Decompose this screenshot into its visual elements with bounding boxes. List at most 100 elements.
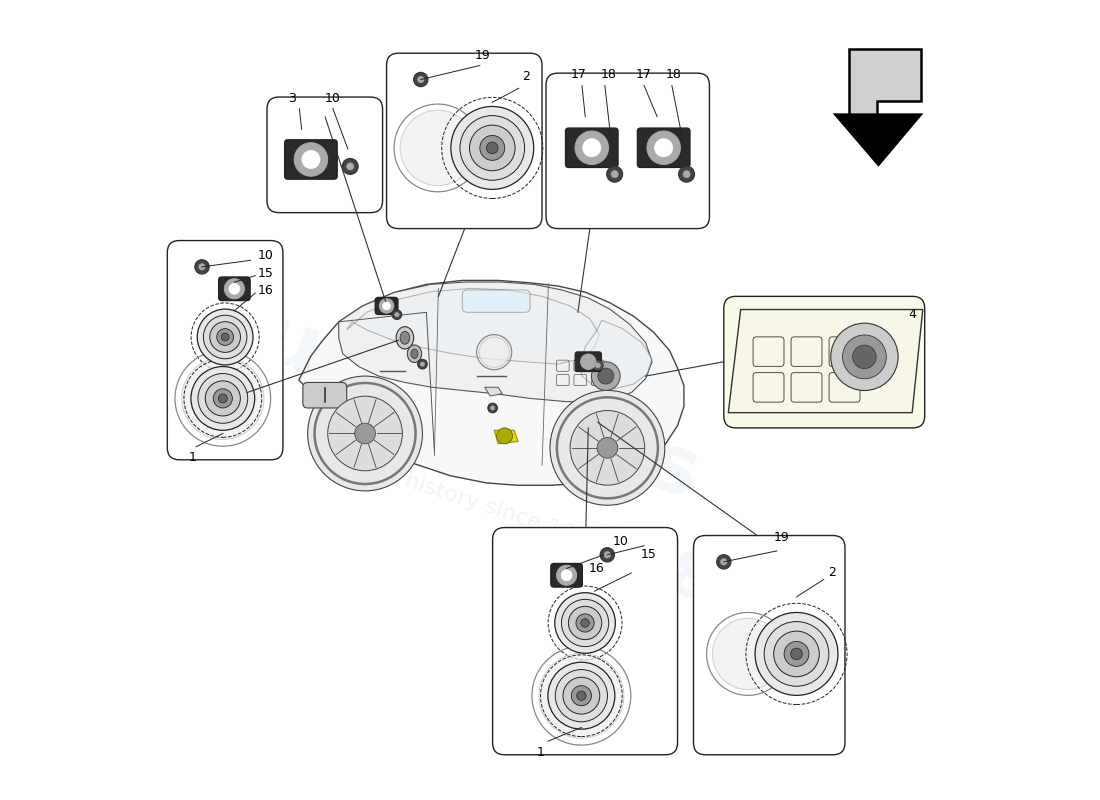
Polygon shape — [581, 320, 652, 389]
Circle shape — [683, 170, 690, 178]
Ellipse shape — [396, 326, 414, 349]
Text: 16: 16 — [257, 285, 273, 298]
FancyBboxPatch shape — [637, 128, 690, 167]
Circle shape — [713, 618, 783, 690]
Polygon shape — [339, 282, 652, 402]
Circle shape — [550, 390, 664, 506]
Circle shape — [206, 381, 241, 416]
FancyBboxPatch shape — [493, 527, 678, 754]
Circle shape — [328, 396, 403, 470]
Ellipse shape — [400, 331, 409, 344]
FancyBboxPatch shape — [267, 97, 383, 213]
Circle shape — [607, 166, 623, 182]
Circle shape — [843, 335, 887, 378]
Text: 3: 3 — [288, 92, 296, 105]
FancyBboxPatch shape — [565, 128, 618, 167]
Circle shape — [308, 376, 422, 491]
Circle shape — [213, 389, 232, 408]
FancyBboxPatch shape — [724, 296, 925, 428]
Circle shape — [830, 323, 898, 390]
Circle shape — [720, 558, 727, 565]
Ellipse shape — [407, 345, 421, 362]
Circle shape — [197, 309, 253, 365]
Circle shape — [716, 554, 732, 569]
Text: 1: 1 — [189, 451, 197, 464]
Circle shape — [852, 345, 877, 369]
Circle shape — [556, 670, 607, 722]
Text: 17: 17 — [571, 68, 586, 81]
Circle shape — [576, 614, 594, 632]
Text: 19: 19 — [773, 531, 789, 544]
Text: 10: 10 — [613, 534, 629, 548]
Circle shape — [199, 264, 206, 270]
Circle shape — [480, 337, 509, 367]
Circle shape — [491, 406, 495, 410]
Text: a part of history since 1985: a part of history since 1985 — [305, 438, 604, 553]
Circle shape — [496, 428, 513, 444]
FancyBboxPatch shape — [375, 298, 398, 314]
Text: 16: 16 — [588, 562, 605, 575]
Text: 15: 15 — [257, 267, 274, 280]
Circle shape — [182, 358, 264, 439]
Text: 4: 4 — [909, 308, 916, 322]
Circle shape — [791, 648, 802, 660]
FancyBboxPatch shape — [551, 563, 582, 587]
Circle shape — [414, 72, 428, 86]
Circle shape — [647, 131, 681, 165]
Circle shape — [301, 150, 320, 169]
Circle shape — [581, 618, 590, 627]
Circle shape — [597, 368, 614, 384]
Circle shape — [563, 678, 600, 714]
Text: eurospares: eurospares — [200, 284, 708, 516]
Text: 18: 18 — [601, 68, 616, 81]
Circle shape — [548, 662, 615, 729]
Circle shape — [342, 158, 359, 174]
Circle shape — [217, 329, 233, 346]
Polygon shape — [346, 288, 600, 364]
Circle shape — [679, 166, 694, 182]
Polygon shape — [494, 430, 518, 444]
Circle shape — [418, 76, 424, 82]
Circle shape — [418, 359, 427, 369]
Circle shape — [195, 260, 209, 274]
Circle shape — [773, 631, 820, 677]
Polygon shape — [485, 387, 503, 396]
Circle shape — [229, 283, 240, 294]
Text: 18: 18 — [666, 68, 681, 81]
Text: 10: 10 — [257, 250, 274, 262]
FancyBboxPatch shape — [285, 140, 338, 179]
FancyBboxPatch shape — [386, 54, 542, 229]
Text: 17: 17 — [636, 68, 652, 81]
Circle shape — [654, 138, 673, 157]
Circle shape — [575, 131, 608, 165]
Circle shape — [191, 366, 255, 430]
Circle shape — [420, 362, 425, 366]
Text: 2: 2 — [828, 566, 836, 579]
Circle shape — [583, 138, 601, 157]
Text: 10: 10 — [324, 92, 341, 105]
Text: 19: 19 — [475, 49, 491, 62]
Circle shape — [400, 110, 475, 186]
Circle shape — [612, 170, 618, 178]
Circle shape — [392, 310, 402, 319]
Circle shape — [557, 566, 576, 586]
Circle shape — [198, 374, 248, 423]
Text: 2: 2 — [522, 70, 530, 83]
Circle shape — [576, 691, 586, 700]
Circle shape — [346, 163, 354, 170]
Circle shape — [383, 302, 390, 310]
FancyBboxPatch shape — [462, 290, 530, 312]
FancyBboxPatch shape — [575, 352, 602, 371]
Circle shape — [764, 622, 828, 686]
Polygon shape — [835, 114, 921, 165]
Circle shape — [486, 142, 498, 154]
Circle shape — [221, 333, 229, 341]
Circle shape — [480, 135, 505, 160]
Circle shape — [569, 606, 602, 640]
Circle shape — [784, 642, 808, 666]
Circle shape — [379, 298, 394, 313]
Circle shape — [593, 360, 603, 370]
Text: 1: 1 — [537, 746, 544, 758]
Circle shape — [561, 570, 572, 581]
FancyBboxPatch shape — [302, 382, 346, 408]
